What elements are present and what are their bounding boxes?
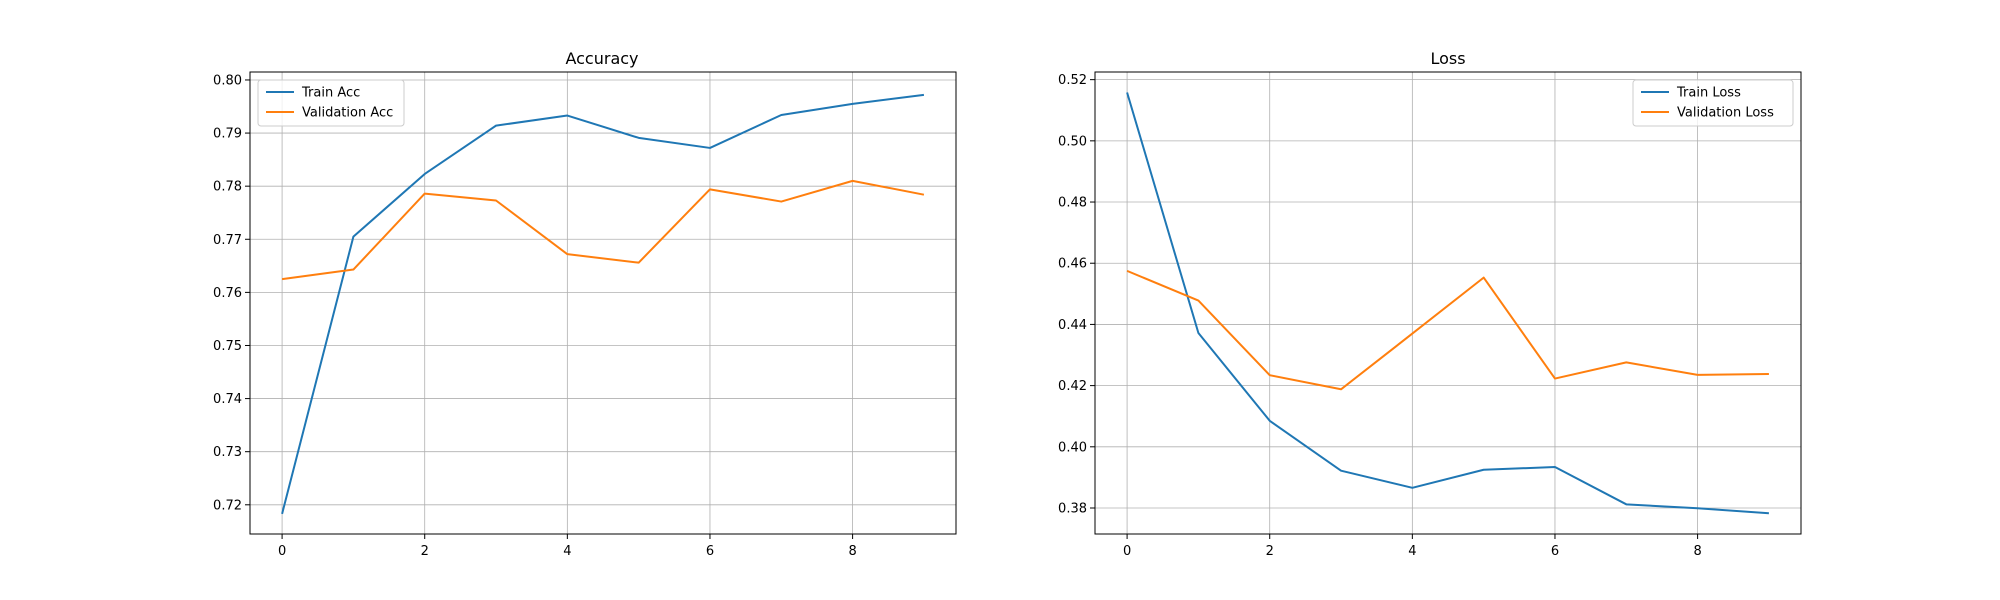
x-tick-label: 2 <box>421 544 429 559</box>
y-tick-label: 0.50 <box>1058 134 1087 149</box>
chart-title: Loss <box>1430 49 1465 68</box>
legend-label: Train Loss <box>1676 86 1741 101</box>
x-tick-label: 4 <box>563 544 571 559</box>
y-tick-label: 0.73 <box>213 445 242 460</box>
series-line-train-loss <box>1126 92 1769 515</box>
y-tick-label: 0.76 <box>213 286 242 301</box>
y-tick-label: 0.80 <box>213 73 242 88</box>
x-tick-label: 0 <box>278 544 286 559</box>
accuracy-chart: Accuracy 0 2 4 6 8 0.72 0.73 0.74 0.75 0.76 0.77 0.… <box>213 49 957 559</box>
y-tick-label: 0.40 <box>1058 440 1087 455</box>
series-line-validation-loss <box>1126 269 1769 391</box>
y-tick-label: 0.38 <box>1058 501 1087 516</box>
y-tick-label: 0.52 <box>1058 73 1087 88</box>
y-tick-label: 0.44 <box>1058 318 1087 333</box>
y-tick-label: 0.46 <box>1058 257 1087 272</box>
y-tick-label: 0.74 <box>213 392 242 407</box>
legend-box <box>1632 79 1794 127</box>
legend-label: Validation Loss <box>1677 106 1774 121</box>
legend-label: Validation Acc <box>302 106 393 121</box>
legend: Train Acc Validation Acc <box>257 79 405 127</box>
axes-frame <box>1094 71 1802 535</box>
y-tick-label: 0.75 <box>213 339 242 354</box>
legend-box <box>257 79 405 127</box>
x-tick-label: 8 <box>848 544 856 559</box>
y-tick-label: 0.78 <box>213 180 242 195</box>
loss-chart: Loss 0 2 4 6 8 0.38 0.40 0.42 0.44 0.46 0.48 0.50 0.… <box>1058 49 1802 559</box>
axes-frame <box>249 71 957 535</box>
y-tick-label: 0.48 <box>1058 196 1087 211</box>
x-tick-label: 4 <box>1408 544 1416 559</box>
y-tick-label: 0.79 <box>213 127 242 142</box>
legend-label: Train Acc <box>301 86 360 101</box>
series-line-train-acc <box>281 93 925 515</box>
y-tick-label: 0.42 <box>1058 379 1087 394</box>
legend: Train Loss Validation Loss <box>1632 79 1794 127</box>
series-line-validation-acc <box>281 179 925 281</box>
x-tick-label: 6 <box>706 544 714 559</box>
y-tick-label: 0.77 <box>213 233 242 248</box>
x-tick-label: 2 <box>1266 544 1274 559</box>
y-tick-label: 0.72 <box>213 498 242 513</box>
chart-title: Accuracy <box>565 49 638 68</box>
x-tick-label: 6 <box>1551 544 1559 559</box>
x-tick-label: 8 <box>1693 544 1701 559</box>
x-tick-label: 0 <box>1123 544 1131 559</box>
